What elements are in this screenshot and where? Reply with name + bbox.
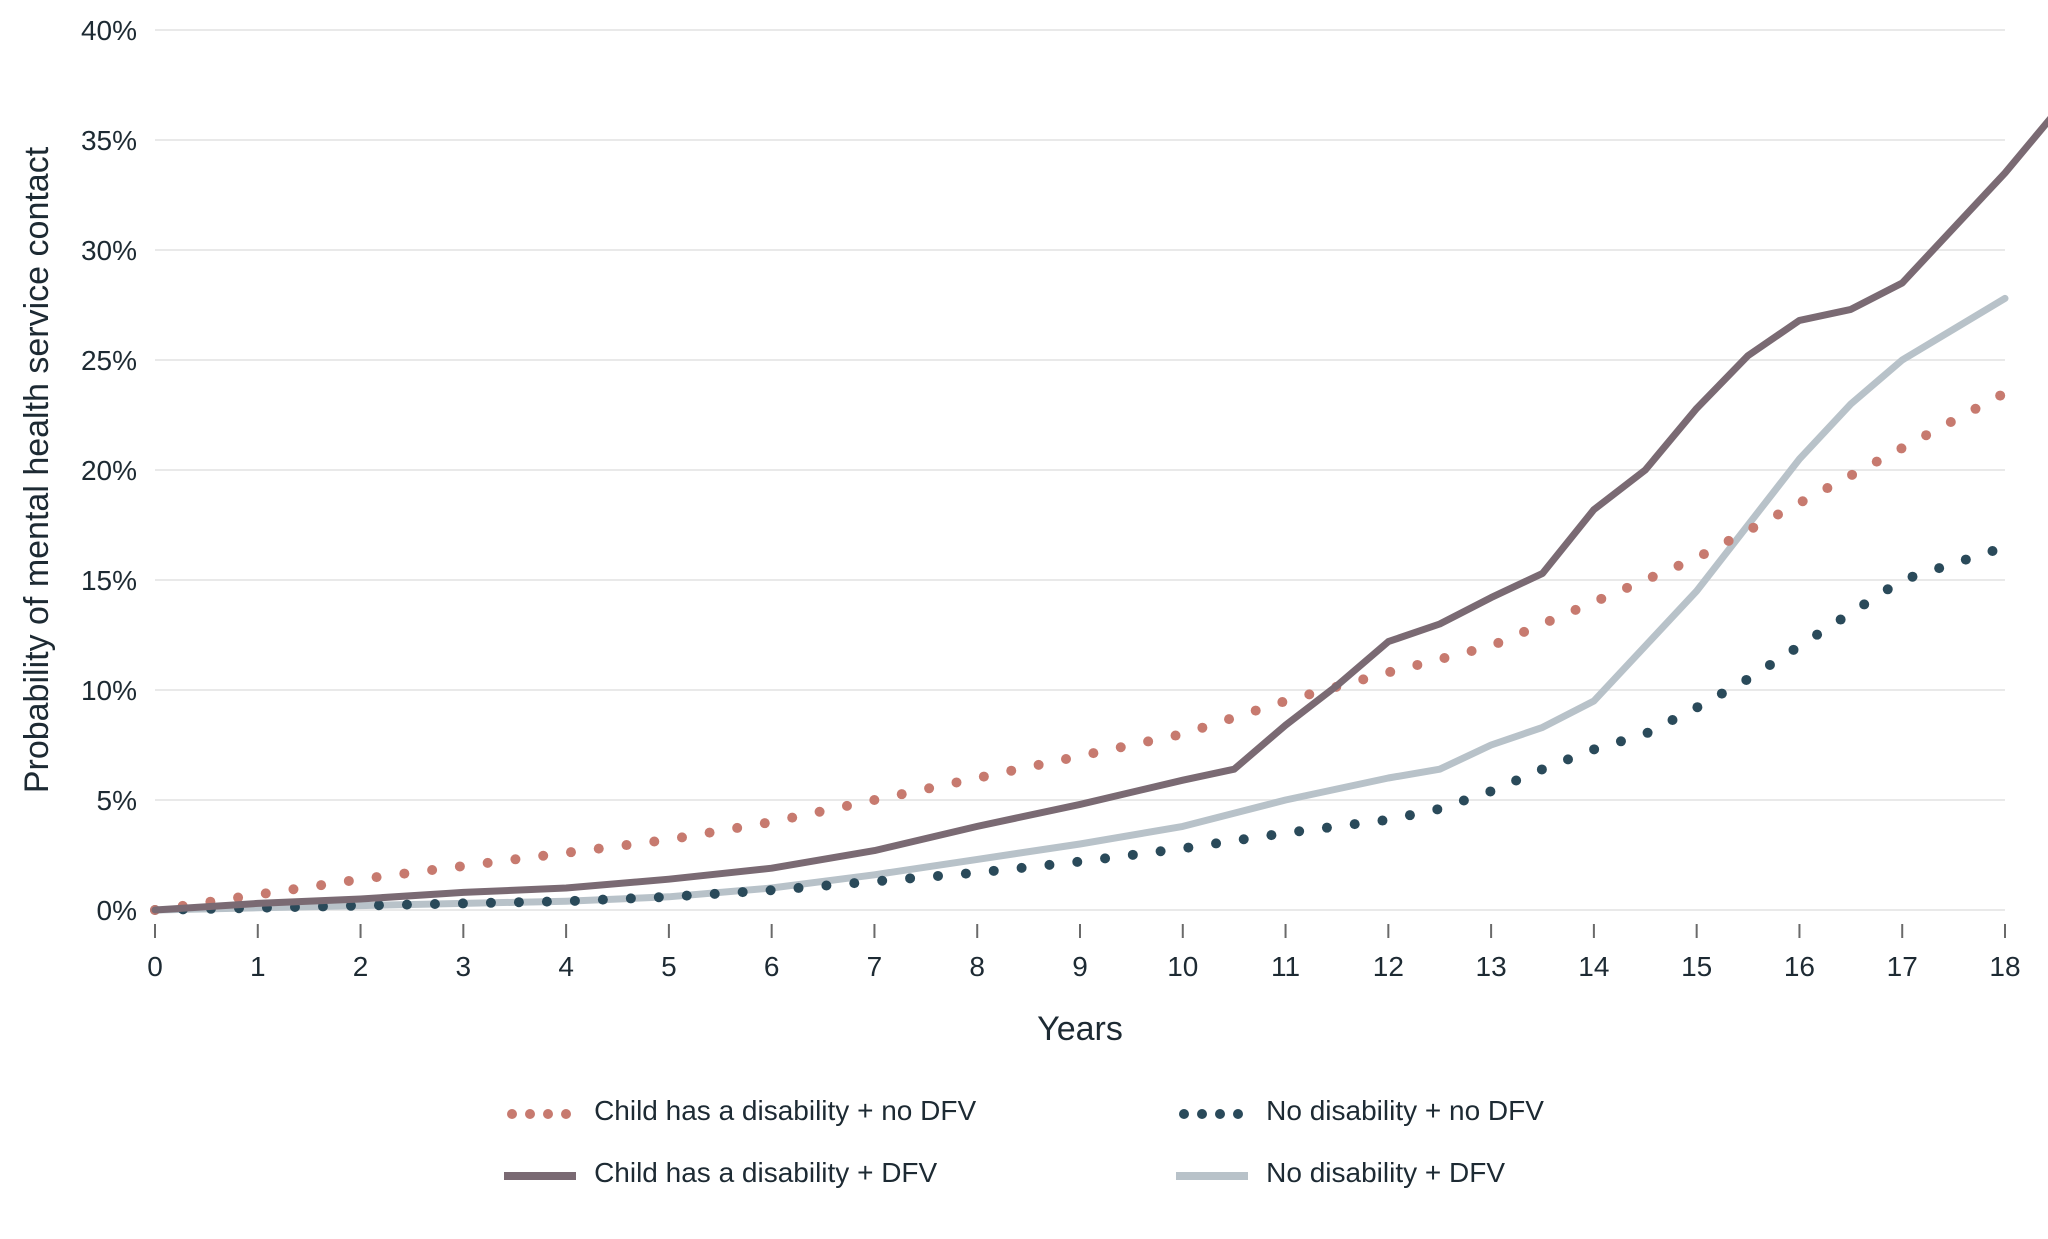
svg-text:Probability of mental health s: Probability of mental health service con… [18, 146, 56, 793]
legend-item-no_disability_dfv: No disability + DFV [1176, 1157, 1544, 1189]
svg-text:35%: 35% [81, 125, 137, 156]
svg-text:14: 14 [1578, 951, 1609, 982]
legend-item-disability_dfv: Child has a disability + DFV [504, 1157, 976, 1189]
svg-text:1: 1 [250, 951, 266, 982]
legend-swatch [1176, 1169, 1248, 1177]
legend-label: Child has a disability + DFV [594, 1157, 937, 1189]
svg-text:5%: 5% [97, 785, 137, 816]
legend-label: No disability + DFV [1266, 1157, 1505, 1189]
legend: Child has a disability + no DFV Child has… [0, 1095, 2048, 1189]
svg-text:8: 8 [969, 951, 985, 982]
svg-text:18: 18 [1989, 951, 2020, 982]
svg-text:3: 3 [456, 951, 472, 982]
legend-label: No disability + no DFV [1266, 1095, 1544, 1127]
svg-text:13: 13 [1476, 951, 1507, 982]
svg-text:0: 0 [147, 951, 163, 982]
legend-swatch [504, 1169, 576, 1177]
svg-text:9: 9 [1072, 951, 1088, 982]
svg-text:4: 4 [558, 951, 574, 982]
svg-text:17: 17 [1887, 951, 1918, 982]
legend-column-right: No disability + no DFV No disability + DF… [1176, 1095, 1544, 1189]
legend-swatch [504, 1107, 576, 1115]
legend-item-no_disability_no_dfv: No disability + no DFV [1176, 1095, 1544, 1127]
legend-label: Child has a disability + no DFV [594, 1095, 976, 1127]
svg-text:30%: 30% [81, 235, 137, 266]
svg-text:Years: Years [1037, 1010, 1123, 1048]
chart-container: 0%5%10%15%20%25%30%35%40%012345678910111… [0, 0, 2048, 1239]
svg-text:12: 12 [1373, 951, 1404, 982]
svg-text:15: 15 [1681, 951, 1712, 982]
svg-text:20%: 20% [81, 455, 137, 486]
svg-text:5: 5 [661, 951, 677, 982]
line-chart: 0%5%10%15%20%25%30%35%40%012345678910111… [0, 0, 2048, 1060]
legend-column-left: Child has a disability + no DFV Child has… [504, 1095, 976, 1189]
svg-text:6: 6 [764, 951, 780, 982]
legend-item-disability_no_dfv: Child has a disability + no DFV [504, 1095, 976, 1127]
svg-text:10: 10 [1167, 951, 1198, 982]
svg-text:10%: 10% [81, 675, 137, 706]
legend-swatch [1176, 1107, 1248, 1115]
svg-text:7: 7 [867, 951, 883, 982]
svg-text:16: 16 [1784, 951, 1815, 982]
svg-text:25%: 25% [81, 345, 137, 376]
svg-text:15%: 15% [81, 565, 137, 596]
svg-text:0%: 0% [97, 895, 137, 926]
svg-text:40%: 40% [81, 15, 137, 46]
svg-text:11: 11 [1271, 951, 1300, 982]
svg-text:2: 2 [353, 951, 369, 982]
